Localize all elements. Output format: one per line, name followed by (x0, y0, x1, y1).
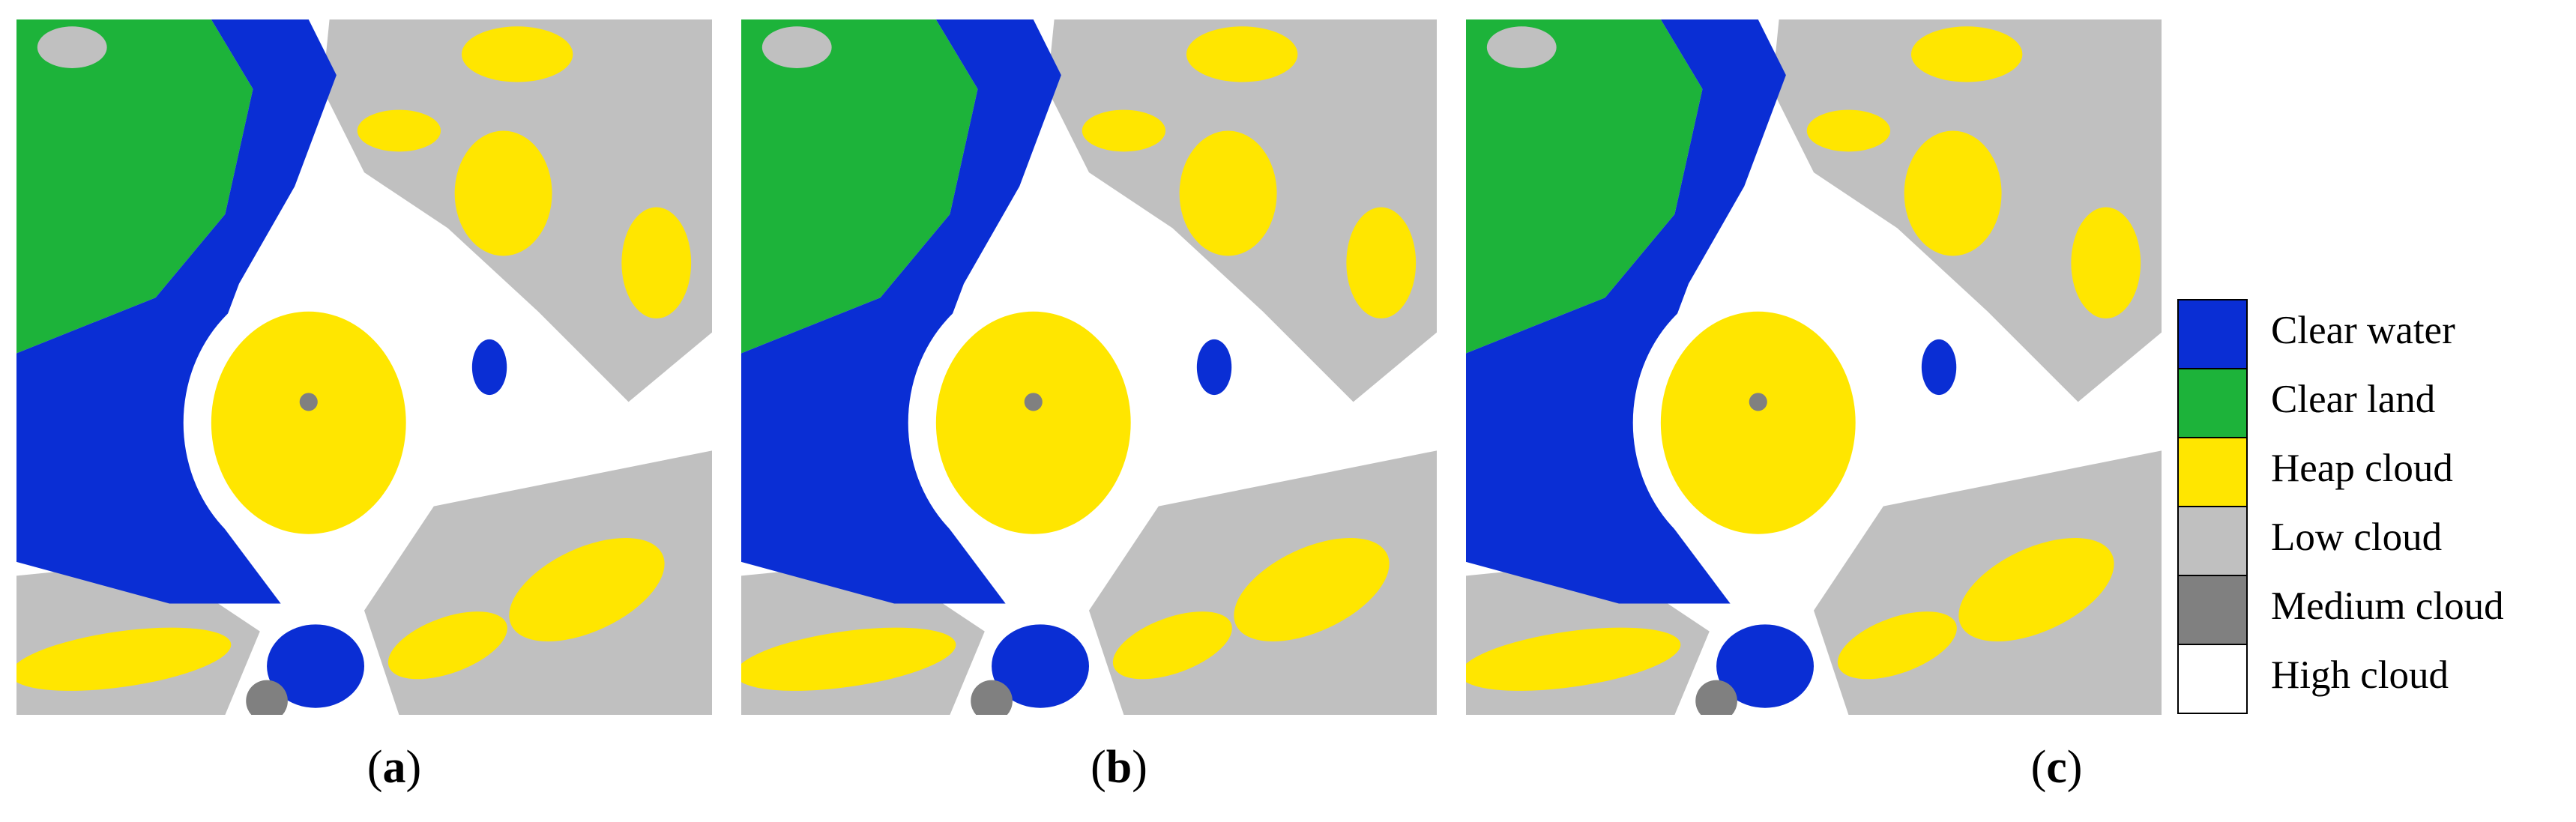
legend-label: Heap cloud (2271, 447, 2453, 490)
panel-label: (a) (367, 742, 421, 793)
legend-label: Low cloud (2271, 516, 2442, 559)
panel-label-part: ) (1132, 742, 1147, 793)
classification-map (7, 19, 712, 722)
legend-swatch (2177, 575, 2248, 645)
panel-label-part: ( (1091, 742, 1106, 793)
legend-swatch (2177, 506, 2248, 576)
panel-label-part: ) (406, 742, 422, 793)
legend-label: Medium cloud (2271, 584, 2504, 628)
panel-label-part: c (2046, 742, 2067, 793)
panel-label: (c) (2031, 742, 2083, 793)
legend-label: Clear land (2271, 378, 2435, 421)
classification-map (1456, 19, 2162, 722)
panel-label-part: ( (367, 742, 383, 793)
legend-swatch (2177, 299, 2248, 369)
legend-swatch (2177, 644, 2248, 714)
legend-swatch (2177, 437, 2248, 507)
panel-label-part: b (1106, 742, 1132, 793)
map-panels (7, 19, 2162, 722)
classification-map (732, 19, 1437, 722)
panel-label-part: a (383, 742, 406, 793)
panel-labels: (a) (b) (c) (367, 742, 2083, 793)
panel-label-part: ( (2031, 742, 2047, 793)
legend-swatch (2177, 368, 2248, 438)
panel-label-part: ) (2067, 742, 2083, 793)
legend: Clear water Clear land Heap cloud Low cloud… (2177, 299, 2504, 714)
legend-label: Clear water (2271, 309, 2455, 352)
legend-label: High cloud (2271, 653, 2449, 697)
panel-label: (b) (1091, 742, 1147, 793)
